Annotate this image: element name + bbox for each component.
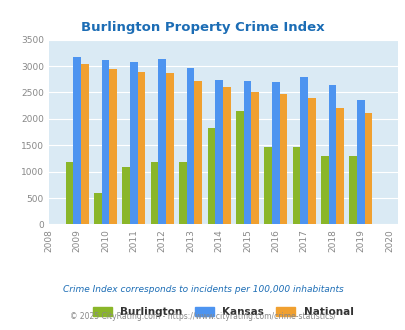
Bar — [150, 162, 158, 224]
Bar — [186, 68, 194, 224]
Bar — [320, 156, 328, 224]
Bar — [251, 92, 258, 224]
Bar — [109, 69, 117, 224]
Text: Burlington Property Crime Index: Burlington Property Crime Index — [81, 21, 324, 34]
Legend: Burlington, Kansas, National: Burlington, Kansas, National — [93, 307, 353, 317]
Bar — [215, 80, 222, 224]
Bar — [179, 162, 186, 224]
Bar — [166, 73, 173, 224]
Bar — [137, 72, 145, 224]
Bar — [279, 94, 287, 224]
Bar — [271, 82, 279, 224]
Bar — [328, 85, 336, 224]
Text: © 2025 CityRating.com - https://www.cityrating.com/crime-statistics/: © 2025 CityRating.com - https://www.city… — [70, 312, 335, 321]
Bar — [81, 64, 88, 224]
Bar — [356, 100, 364, 224]
Bar — [194, 81, 202, 224]
Bar — [336, 108, 343, 224]
Bar — [66, 162, 73, 224]
Bar — [158, 59, 166, 224]
Bar — [207, 128, 215, 224]
Bar — [300, 77, 307, 224]
Bar — [101, 60, 109, 224]
Bar — [364, 113, 371, 224]
Bar — [130, 62, 137, 224]
Bar — [243, 81, 251, 224]
Text: Crime Index corresponds to incidents per 100,000 inhabitants: Crime Index corresponds to incidents per… — [62, 285, 343, 294]
Bar — [264, 147, 271, 224]
Bar — [292, 147, 300, 224]
Bar — [307, 98, 315, 224]
Bar — [73, 57, 81, 224]
Bar — [349, 156, 356, 224]
Bar — [222, 87, 230, 224]
Bar — [235, 111, 243, 224]
Bar — [122, 167, 130, 224]
Bar — [94, 193, 101, 224]
